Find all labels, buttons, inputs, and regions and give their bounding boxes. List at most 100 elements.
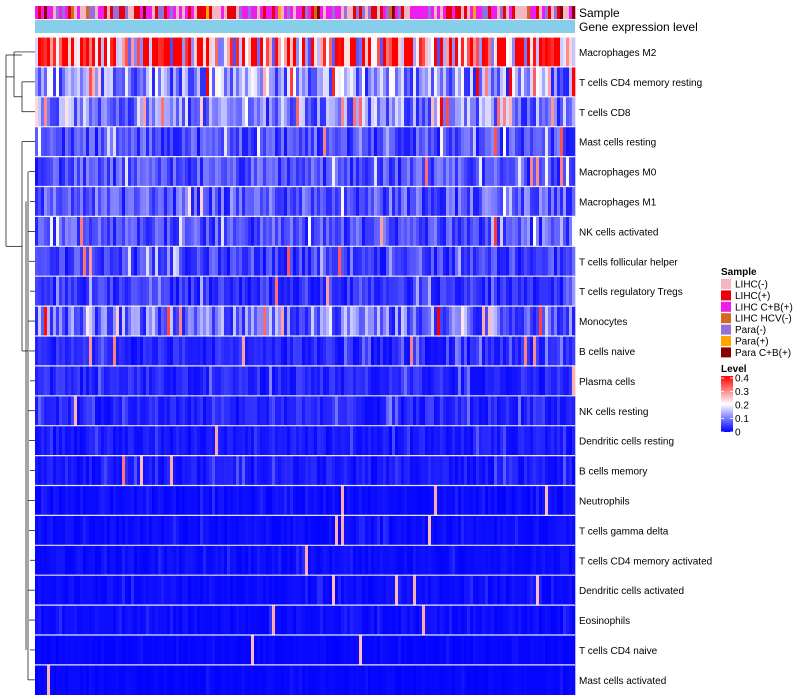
heatmap-cell [218,365,222,396]
heatmap-cell [485,126,489,157]
heatmap-cell [116,664,120,695]
heatmap-cell [131,395,135,426]
heatmap-cell [353,246,357,277]
heatmap-cell [356,635,360,666]
heatmap-cell [461,605,465,636]
heatmap-cell [101,216,105,247]
heatmap-cell [545,545,549,576]
heatmap-cell [497,635,501,666]
heatmap-cell [173,605,177,636]
sample-annotation-cell [287,6,291,19]
heatmap-cell [413,336,417,367]
heatmap-cell [455,216,459,247]
heatmap-cell [452,126,456,157]
heatmap-cell [548,455,552,486]
heatmap-cell [125,664,129,695]
row-label: Monocytes [579,317,627,328]
heatmap-cell [197,395,201,426]
heatmap-cell [110,216,114,247]
heatmap-cell [236,276,240,307]
heatmap-cell [389,425,393,456]
heatmap-cell [362,575,366,606]
heatmap-cell [224,336,228,367]
heatmap-cell [509,246,513,277]
heatmap-cell [296,425,300,456]
heatmap-cell [167,395,171,426]
heatmap-cell [185,395,189,426]
heatmap-cell [236,545,240,576]
heatmap-cell [479,455,483,486]
heatmap-cell [551,126,555,157]
heatmap-cell [455,605,459,636]
heatmap-cell [434,126,438,157]
heatmap-cell [542,485,546,516]
heatmap-cell [401,96,405,127]
heatmap-cell [41,246,45,277]
heatmap-cell [74,156,78,187]
heatmap-cell [350,664,354,695]
heatmap-cell [563,126,567,157]
heatmap-cell [68,425,72,456]
heatmap-cell [164,37,168,68]
heatmap-cell [44,126,48,157]
heatmap-cell [140,186,144,217]
heatmap-cell [98,156,102,187]
heatmap-cell [155,605,159,636]
heatmap-cell [461,276,465,307]
heatmap-cell [302,276,306,307]
heatmap-cell [329,66,333,97]
heatmap-cell [407,575,411,606]
heatmap-cell [275,216,279,247]
heatmap-cell [83,395,87,426]
heatmap-cell [398,605,402,636]
heatmap-cell [335,635,339,666]
heatmap-cell [92,635,96,666]
heatmap-cell [434,425,438,456]
heatmap-cell [335,545,339,576]
heatmap-cell [557,216,561,247]
heatmap-cell [224,246,228,277]
heatmap-cell [479,156,483,187]
heatmap-cell [470,365,474,396]
heatmap-cell [122,216,126,247]
heatmap-cell [506,635,510,666]
heatmap-cell [407,246,411,277]
heatmap-cell [92,96,96,127]
heatmap-cell [560,246,564,277]
heatmap-cell [533,126,537,157]
heatmap-cell [194,306,198,337]
heatmap-cell [95,365,99,396]
heatmap-cell [536,425,540,456]
heatmap-cell [530,66,534,97]
heatmap-cell [251,455,255,486]
heatmap-cell [56,96,60,127]
heatmap-cell [179,276,183,307]
heatmap-cell [467,575,471,606]
heatmap-cell [257,455,261,486]
heatmap-cell [236,635,240,666]
heatmap-cell [140,605,144,636]
heatmap-cell [218,306,222,337]
heatmap-cell [392,515,396,546]
sample-legend-label: Para(+) [735,337,769,348]
heatmap-cell [158,575,162,606]
heatmap-cell [149,66,153,97]
heatmap-cell [443,635,447,666]
heatmap-cell [497,336,501,367]
heatmap-cell [428,455,432,486]
heatmap-cell [188,664,192,695]
heatmap-cell [380,545,384,576]
heatmap-cell [539,96,543,127]
heatmap-cell [494,605,498,636]
heatmap-cell [518,485,522,516]
heatmap-cell [275,365,279,396]
heatmap-cell [554,575,558,606]
heatmap-cell [53,276,57,307]
sample-annotation-cell [200,6,204,19]
heatmap-cell [230,186,234,217]
heatmap-cell [185,605,189,636]
heatmap-cell [176,395,180,426]
heatmap-cell [386,605,390,636]
heatmap-cell [194,365,198,396]
heatmap-cell [509,126,513,157]
